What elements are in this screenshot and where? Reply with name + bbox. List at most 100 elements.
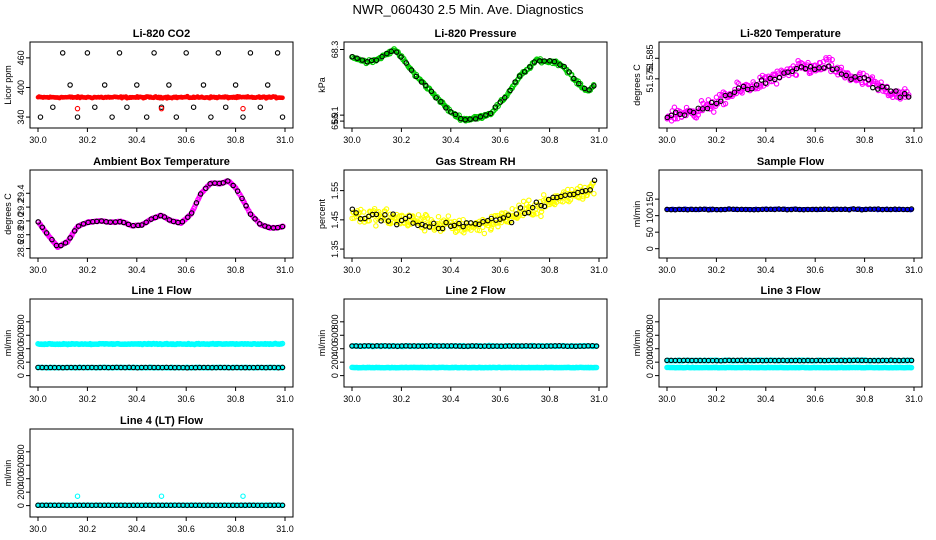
data-point (515, 213, 521, 220)
y-tick-label: 600 (330, 328, 340, 343)
x-tick-label: 31.0 (905, 394, 923, 404)
data-point (498, 219, 505, 226)
y-tick-label: 340 (16, 110, 26, 125)
data-point (852, 76, 858, 83)
data-point (472, 220, 479, 227)
data-point (527, 64, 533, 70)
data-point (179, 219, 186, 225)
page-title: NWR_060430 2.5 Min. Ave. Diagnostics (352, 2, 584, 17)
chart-panel-li820temp: Li-820 Temperature 30.0 30.2 30.4 30.6 30.8 31… (632, 28, 923, 145)
data-point (826, 57, 832, 63)
x-tick-label: 30.0 (343, 135, 361, 145)
data-point (829, 56, 835, 63)
data-point (538, 213, 544, 220)
data-point (403, 60, 410, 66)
data-point (125, 221, 132, 228)
data-point (151, 50, 157, 56)
data-point (671, 104, 678, 111)
data-point (230, 182, 236, 189)
plot-frame (29, 41, 294, 129)
data-point (567, 197, 574, 203)
data-point (731, 89, 738, 95)
chart-panel-line1: Line 1 Flow 30.0 30.2 30.4 30.6 30.8 31.0 0 2004… (3, 285, 294, 404)
y-tick-label: 600 (645, 328, 655, 343)
chart-panel-rh: Gas Stream RH 30.0 30.2 30.4 30.6 30.8 31.0 1.3… (317, 156, 608, 275)
x-tick-label: 30.8 (856, 265, 874, 275)
data-point (727, 92, 733, 98)
data-point (492, 104, 499, 110)
data-point (753, 82, 760, 88)
data-point (561, 63, 567, 70)
data-point (252, 216, 258, 222)
data-point (58, 242, 64, 249)
data-point (361, 209, 367, 215)
data-point (378, 218, 384, 224)
y-tick-label: 460 (16, 50, 26, 65)
x-tick-label: 30.4 (442, 394, 460, 404)
data-point (419, 221, 425, 228)
data-point (183, 50, 189, 56)
data-point (222, 104, 229, 110)
y-tick-label: 400 (16, 341, 26, 356)
x-tick-label: 30.8 (541, 265, 559, 275)
x-axis: 30.0 30.2 30.4 30.6 30.8 31.0 (343, 128, 608, 145)
data-point (158, 105, 165, 112)
data-point (801, 63, 807, 69)
data-point (67, 235, 73, 241)
x-tick-label: 30.6 (806, 265, 824, 275)
data-point (888, 88, 894, 94)
data-point (505, 212, 512, 218)
data-point (901, 90, 908, 97)
data-point (541, 58, 548, 64)
data-point (852, 74, 858, 80)
chart-panel-pressure: Li-820 Pressure 30.0 30.2 30.4 30.6 30.8 31.0 6… (317, 28, 608, 145)
data-point (525, 209, 532, 216)
x-tick-label: 30.4 (442, 265, 460, 275)
y-axis-label: kPa (317, 77, 327, 93)
series-points (37, 50, 286, 120)
y-tick-label: 1.55 (330, 182, 340, 200)
x-tick-label: 30.6 (177, 524, 195, 534)
chart-title: Line 2 Flow (446, 285, 506, 297)
data-point (143, 114, 150, 120)
data-point (409, 68, 416, 74)
data-point (579, 188, 585, 195)
data-point (49, 236, 55, 243)
y-tick-label: 200 (645, 355, 655, 370)
data-point (185, 214, 191, 220)
y-axis-label: percent (317, 198, 327, 229)
data-point (905, 94, 912, 100)
data-point (74, 114, 81, 120)
y-axis-label: Licor ppm (3, 65, 13, 105)
y-tick-label: 51.585 (645, 45, 655, 73)
data-point (148, 216, 154, 222)
data-point (908, 364, 915, 371)
x-tick-label: 30.6 (491, 135, 509, 145)
data-point (408, 67, 415, 73)
data-point (158, 493, 165, 499)
x-axis: 30.0 30.2 30.4 30.6 30.8 31.0 (29, 128, 294, 145)
x-tick-label: 30.4 (128, 135, 146, 145)
series-avg (349, 177, 598, 232)
x-tick-label: 31.0 (590, 394, 608, 404)
data-point (551, 58, 558, 65)
data-point (718, 98, 724, 104)
data-point (225, 178, 231, 184)
data-point (135, 222, 141, 229)
data-point (393, 49, 400, 55)
plot-frame (343, 41, 608, 129)
data-point (531, 211, 537, 217)
data-point (74, 493, 81, 499)
data-point (279, 502, 286, 509)
x-tick-label: 30.0 (658, 265, 676, 275)
x-tick-label: 30.4 (128, 394, 146, 404)
data-point (247, 211, 254, 217)
data-point (593, 343, 600, 349)
data-point (439, 225, 446, 232)
data-point (418, 79, 425, 85)
data-point (188, 210, 195, 216)
